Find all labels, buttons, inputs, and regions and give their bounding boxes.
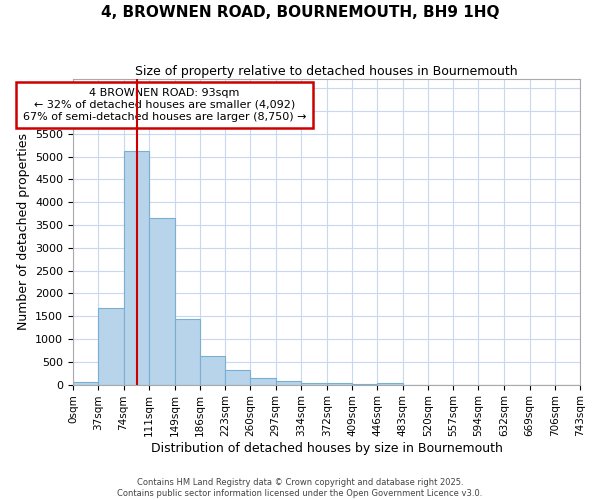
Bar [175, 319, 200, 384]
Bar [250, 378, 275, 384]
Bar [327, 383, 352, 384]
Bar [149, 218, 175, 384]
X-axis label: Distribution of detached houses by size in Bournemouth: Distribution of detached houses by size … [151, 442, 502, 455]
Title: Size of property relative to detached houses in Bournemouth: Size of property relative to detached ho… [135, 65, 518, 78]
Text: 4 BROWNEN ROAD: 93sqm
← 32% of detached houses are smaller (4,092)
67% of semi-d: 4 BROWNEN ROAD: 93sqm ← 32% of detached … [23, 88, 306, 122]
Bar [225, 370, 250, 384]
Bar [200, 356, 225, 384]
Y-axis label: Number of detached properties: Number of detached properties [17, 134, 29, 330]
Bar [275, 381, 301, 384]
Text: 4, BROWNEN ROAD, BOURNEMOUTH, BH9 1HQ: 4, BROWNEN ROAD, BOURNEMOUTH, BH9 1HQ [101, 5, 499, 20]
Bar [301, 383, 327, 384]
Bar [124, 151, 149, 384]
Bar [73, 382, 98, 384]
Bar [377, 383, 403, 384]
Text: Contains HM Land Registry data © Crown copyright and database right 2025.
Contai: Contains HM Land Registry data © Crown c… [118, 478, 482, 498]
Bar [98, 308, 124, 384]
